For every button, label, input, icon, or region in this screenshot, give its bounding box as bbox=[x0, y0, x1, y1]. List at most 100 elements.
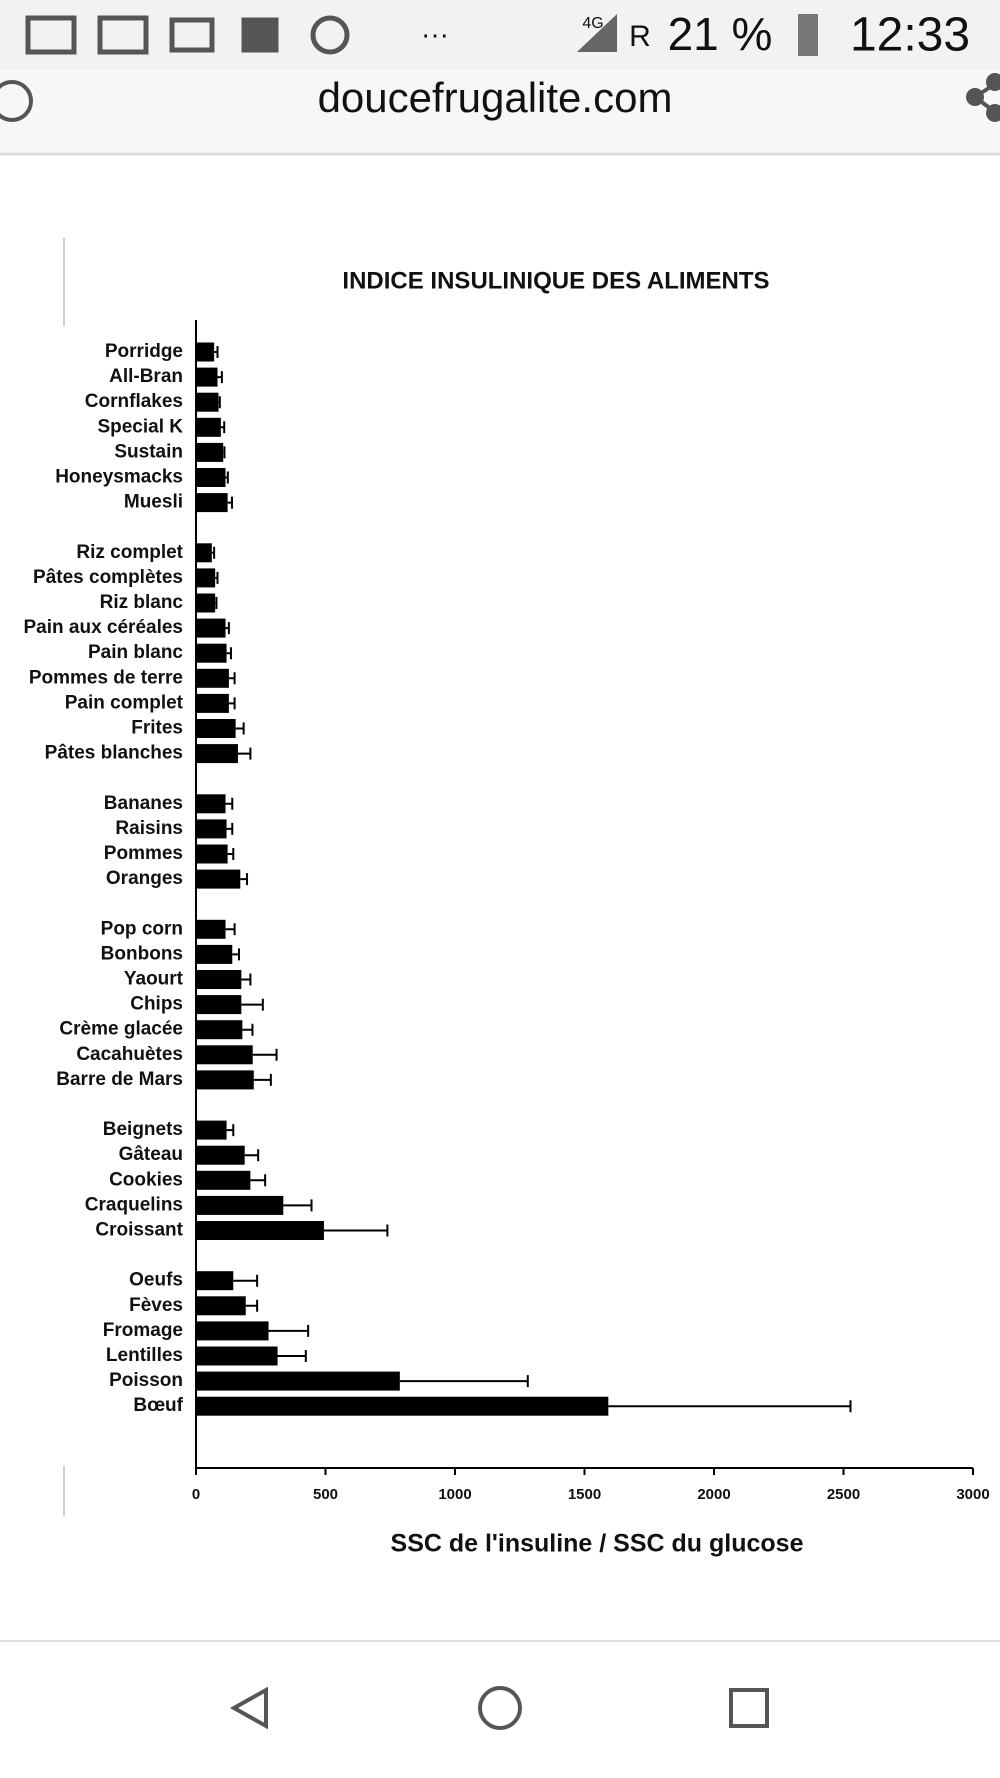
error-bar bbox=[226, 1124, 235, 1137]
bar bbox=[196, 392, 219, 412]
bar bbox=[196, 919, 226, 939]
status-bar bbox=[0, 0, 1000, 70]
bar bbox=[196, 643, 227, 663]
bar bbox=[196, 995, 242, 1015]
error-bar bbox=[225, 797, 234, 810]
error-bar bbox=[225, 923, 236, 936]
notification-icons bbox=[25, 15, 350, 55]
bar bbox=[196, 744, 238, 764]
x-tick-label: 2500 bbox=[827, 1486, 860, 1503]
y-tick-label: Honeysmacks bbox=[55, 467, 183, 488]
bar bbox=[196, 844, 228, 864]
bar bbox=[196, 342, 215, 362]
bar bbox=[196, 568, 216, 588]
bar bbox=[196, 1045, 253, 1065]
address-bar bbox=[0, 70, 1000, 153]
bar bbox=[196, 668, 229, 688]
recents-button[interactable] bbox=[729, 1688, 769, 1728]
error-bar bbox=[323, 1224, 389, 1237]
error-bar bbox=[283, 1199, 313, 1212]
bar bbox=[196, 1170, 251, 1190]
x-tick-label: 1500 bbox=[568, 1486, 601, 1503]
error-bar bbox=[233, 1274, 259, 1287]
bar bbox=[196, 543, 212, 563]
y-tick-label: Cookies bbox=[109, 1169, 183, 1190]
y-tick-label: Lentilles bbox=[106, 1345, 183, 1366]
bar bbox=[196, 417, 221, 437]
error-bar bbox=[241, 973, 252, 986]
error-bar bbox=[223, 446, 226, 459]
y-tick-label: Beignets bbox=[103, 1119, 183, 1140]
y-tick-label: Barre de Mars bbox=[56, 1069, 183, 1090]
error-bar bbox=[226, 822, 234, 835]
error-bar bbox=[277, 1350, 307, 1362]
y-tick-label: Pop corn bbox=[101, 918, 183, 939]
error-bar bbox=[227, 848, 235, 860]
y-tick-label: Bonbons bbox=[101, 943, 183, 964]
error-bar bbox=[242, 1023, 254, 1036]
y-tick-label: Oranges bbox=[106, 868, 183, 889]
x-axis-label: SSC de l'insuline / SSC du glucose bbox=[391, 1530, 804, 1558]
back-button[interactable] bbox=[229, 1686, 268, 1730]
y-tick-label: Bananes bbox=[104, 793, 183, 814]
error-bar bbox=[225, 471, 229, 484]
bar bbox=[196, 719, 236, 738]
x-tick-label: 0 bbox=[192, 1486, 200, 1503]
bar bbox=[196, 794, 226, 814]
bar bbox=[196, 468, 226, 487]
y-tick-label: Riz complet bbox=[76, 542, 183, 563]
y-tick-label: Bœuf bbox=[133, 1395, 183, 1416]
y-tick-label: Cacahuètes bbox=[76, 1044, 183, 1065]
y-tick-label: Porridge bbox=[105, 341, 183, 362]
error-bar bbox=[215, 597, 218, 609]
y-tick-label: Chips bbox=[130, 994, 183, 1015]
bar bbox=[196, 1346, 278, 1366]
error-bar bbox=[227, 496, 234, 509]
error-bar bbox=[228, 672, 236, 685]
bar bbox=[196, 1120, 227, 1140]
y-tick-label: All-Bran bbox=[109, 366, 183, 387]
signal-icon bbox=[577, 14, 617, 52]
battery-level: 21 % bbox=[668, 8, 773, 60]
home-button[interactable] bbox=[478, 1686, 522, 1730]
url[interactable]: doucefrugalite.com bbox=[318, 74, 673, 121]
y-tick-label: Yaourt bbox=[124, 969, 184, 990]
y-tick-label: Muesli bbox=[124, 492, 183, 513]
y-tick-label: Pain complet bbox=[65, 692, 184, 713]
y-tick-label: Pain aux céréales bbox=[24, 617, 184, 638]
bar bbox=[196, 367, 218, 387]
bar bbox=[196, 693, 229, 713]
y-tick-label: Special K bbox=[97, 416, 183, 437]
error-bar bbox=[215, 571, 219, 584]
error-bar bbox=[399, 1375, 529, 1388]
bar bbox=[196, 944, 233, 964]
y-tick-label: Raisins bbox=[115, 818, 183, 839]
y-tick-label: Gâteau bbox=[119, 1144, 183, 1165]
network: 4G bbox=[582, 15, 603, 32]
error-bar bbox=[608, 1400, 852, 1413]
error-bar bbox=[252, 1048, 278, 1061]
error-bar bbox=[228, 697, 236, 710]
y-tick-label: Pain blanc bbox=[88, 642, 183, 663]
y-tick-label: Frites bbox=[131, 718, 183, 739]
error-bar bbox=[245, 1299, 259, 1312]
bar bbox=[196, 1371, 400, 1391]
info-button[interactable] bbox=[0, 80, 33, 122]
y-tick-label: Pommes de terre bbox=[29, 667, 183, 688]
x-tick-label: 500 bbox=[313, 1486, 338, 1503]
error-bar bbox=[211, 546, 216, 559]
y-tick-label: Cornflakes bbox=[85, 391, 183, 412]
y-tick-label: Croissant bbox=[95, 1220, 183, 1241]
y-tick-label: Oeufs bbox=[129, 1270, 183, 1291]
battery-icon bbox=[798, 14, 818, 56]
error-bar bbox=[235, 722, 245, 735]
bar bbox=[196, 1321, 269, 1341]
error-bar bbox=[217, 371, 223, 384]
bar bbox=[196, 1221, 324, 1240]
y-tick-label: Pâtes blanches bbox=[45, 743, 183, 764]
share-button[interactable] bbox=[966, 73, 1000, 122]
error-bar bbox=[232, 948, 240, 961]
error-bar bbox=[214, 346, 219, 358]
